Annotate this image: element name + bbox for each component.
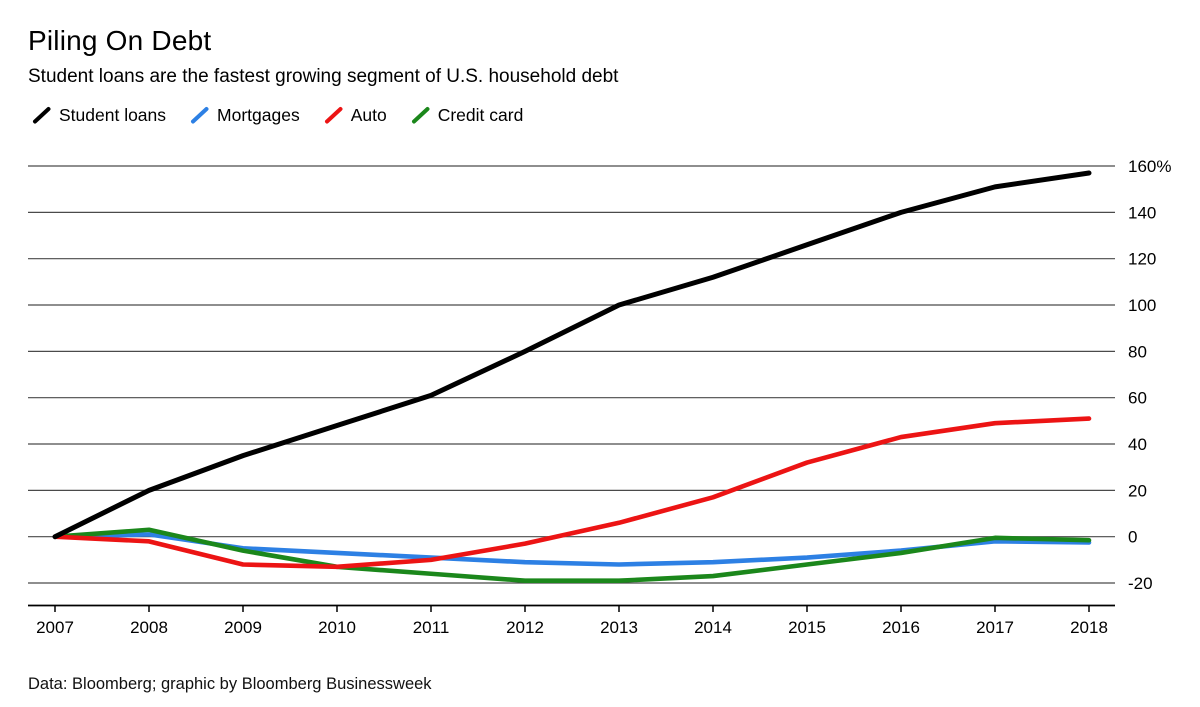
legend-item-auto: Auto <box>324 105 387 126</box>
legend-item-credit-card: Credit card <box>411 105 524 126</box>
legend-swatch-stroke <box>191 107 209 124</box>
legend-label: Mortgages <box>217 105 300 125</box>
series-line-student-loans <box>52 170 1092 540</box>
y-axis-tick-label: -20 <box>1128 574 1153 593</box>
legend-swatch-icon <box>191 107 209 124</box>
legend-swatch-icon <box>411 107 430 124</box>
y-axis-tick-label: 0 <box>1128 528 1137 547</box>
legend-swatch-stroke <box>324 107 343 124</box>
y-axis-tick-label: 140 <box>1128 203 1156 222</box>
x-axis-tick-label: 2008 <box>130 618 168 637</box>
legend-item-student-loans: Student loans <box>32 105 166 126</box>
x-axis-tick-label: 2010 <box>318 618 356 637</box>
x-axis-tick-label: 2018 <box>1070 618 1108 637</box>
legend-swatch-stroke <box>33 107 51 124</box>
x-axis-tick-label: 2012 <box>506 618 544 637</box>
y-axis-tick-label: 20 <box>1128 481 1147 500</box>
series-line-auto <box>52 416 1092 570</box>
legend-label: Student loans <box>59 105 167 125</box>
x-axis-tick-label: 2011 <box>413 618 450 637</box>
x-axis-tick-label: 2017 <box>976 618 1014 637</box>
source-note: Data: Bloomberg; graphic by Bloomberg Bu… <box>28 675 432 693</box>
x-axis-tick-label: 2015 <box>788 618 826 637</box>
y-axis-tick-label: 60 <box>1128 389 1147 408</box>
y-axis-tick-label: 160% <box>1128 157 1171 176</box>
chart-subtitle: Student loans are the fastest growing se… <box>28 66 619 87</box>
y-axis-tick-label: 120 <box>1128 250 1156 269</box>
legend-swatch-icon <box>324 107 343 124</box>
x-axis-tick-label: 2009 <box>224 618 262 637</box>
legend-label: Auto <box>350 105 387 125</box>
x-axis-tick-label: 2013 <box>600 618 638 637</box>
series-line-credit-card <box>52 527 1092 584</box>
y-axis-tick-label: 100 <box>1128 296 1156 315</box>
legend-item-mortgages: Mortgages <box>190 105 300 126</box>
y-axis-tick-label: 40 <box>1128 435 1147 454</box>
x-axis-tick-label: 2007 <box>36 618 74 637</box>
chart-title: Piling On Debt <box>28 25 212 56</box>
legend: Student loans Mortgages Auto Credit card <box>32 105 523 126</box>
legend-swatch-stroke <box>411 107 430 124</box>
x-axis-tick-label: 2014 <box>694 618 732 637</box>
legend-swatch-icon <box>33 107 51 124</box>
x-axis-tick-label: 2016 <box>882 618 920 637</box>
y-axis-tick-label: 80 <box>1128 342 1147 361</box>
legend-label: Credit card <box>437 105 524 125</box>
